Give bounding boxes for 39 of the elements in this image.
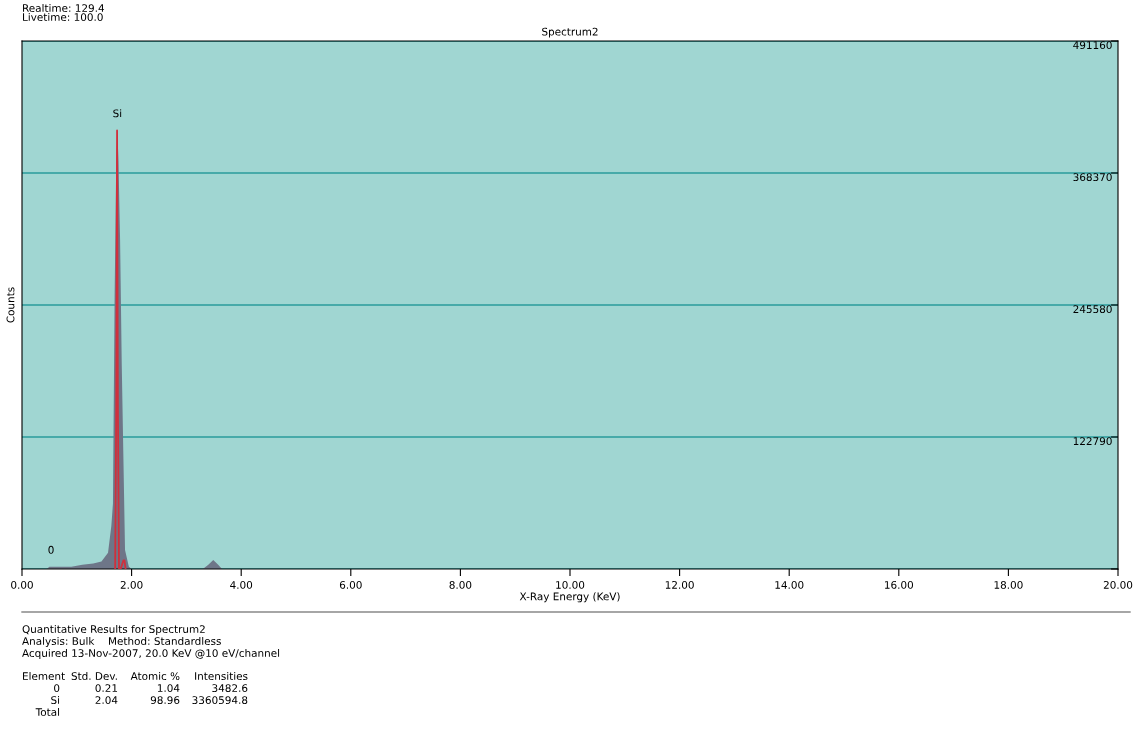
- y-tick-label: 368370: [1073, 173, 1112, 182]
- text: Total: [35, 707, 60, 717]
- text: 1.04: [157, 684, 180, 693]
- y-tick-label: 245580: [1073, 305, 1112, 314]
- annotation: Si: [113, 109, 122, 118]
- text: Acquired 13-Nov-2007, 20.0 KeV @10 eV/channel: [22, 648, 280, 660]
- text: Atomic %: [130, 671, 180, 681]
- text: Element: [23, 671, 65, 681]
- text: Method: Standardless: [109, 636, 221, 646]
- text: 0: [54, 684, 60, 693]
- x-tick-label: 2.00: [120, 580, 143, 589]
- x-tick-label: 20.00: [1103, 580, 1133, 589]
- chart-title: Spectrum2: [542, 27, 598, 38]
- y-tick-label: 122790: [1073, 437, 1112, 446]
- text: Quantitative Results for Spectrum2: [22, 624, 205, 636]
- annotation: 0: [48, 545, 54, 554]
- text: 3360594.8: [192, 696, 248, 705]
- text: 98.96: [150, 696, 180, 705]
- text: Std. Dev.: [71, 671, 117, 681]
- text: 2.04: [95, 696, 118, 705]
- text: Intensities: [195, 671, 248, 681]
- text: Si: [51, 695, 60, 705]
- x-tick-label: 10.00: [556, 580, 585, 589]
- x-tick-label: 4.00: [230, 580, 253, 589]
- x-tick-label: 18.00: [994, 580, 1023, 589]
- text: Realtime: 129.4: [23, 3, 105, 13]
- text: Livetime: 100.0: [23, 12, 103, 22]
- x-tick-label: 8.00: [449, 580, 472, 589]
- x-axis-title: X-Ray Energy (KeV): [519, 592, 620, 603]
- text: 3482.6: [212, 684, 248, 693]
- x-tick-label: 6.00: [339, 580, 362, 589]
- y-tick-label: 491160: [1073, 41, 1112, 50]
- x-tick-label: 14.00: [775, 580, 804, 589]
- x-tick-label: 12.00: [665, 580, 694, 589]
- text: Analysis: Bulk: [22, 636, 95, 648]
- x-tick-label: 0.00: [11, 580, 33, 589]
- y-axis-title: Counts: [6, 287, 15, 323]
- text: 0.21: [95, 684, 118, 693]
- x-tick-label: 16.00: [885, 580, 914, 589]
